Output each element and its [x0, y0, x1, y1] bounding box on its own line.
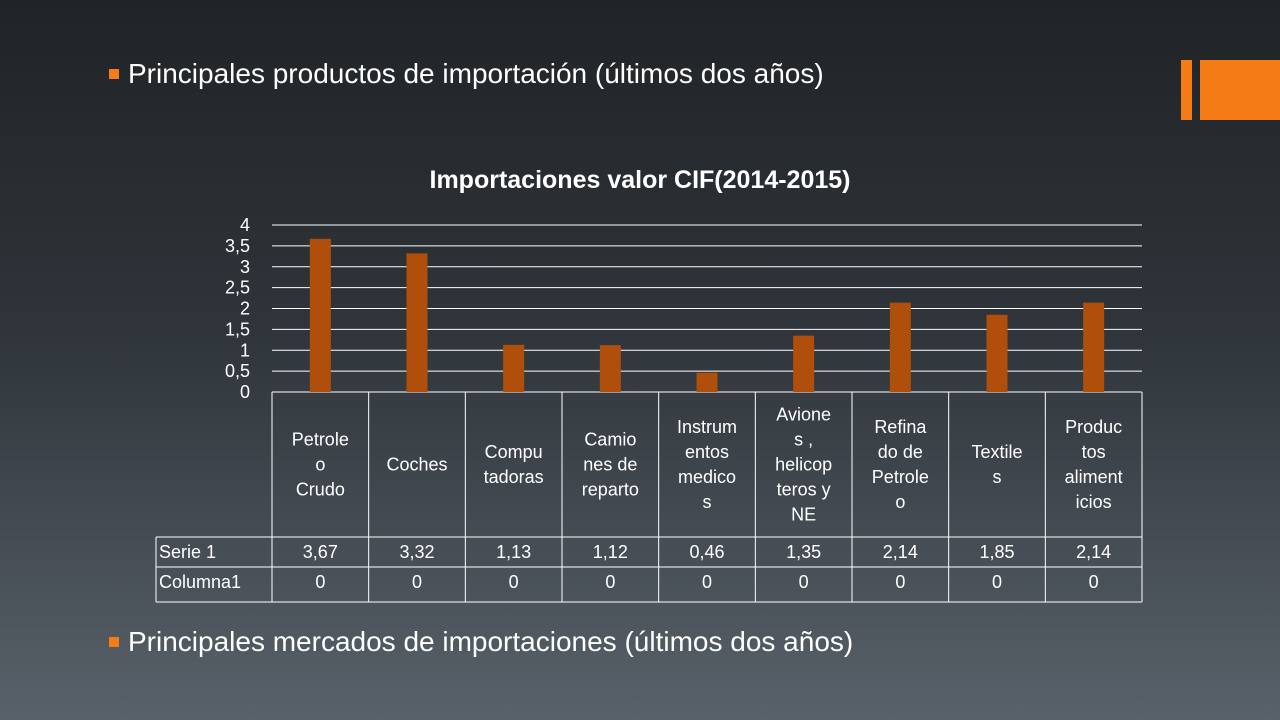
category-label: Refina do de Petrole o [872, 417, 929, 512]
chart-title: Importaciones valor CIF(2014-2015) [429, 166, 851, 194]
data-label: 0 [412, 572, 422, 592]
data-label: 0 [605, 572, 615, 592]
category-label: Compu tadoras [484, 442, 544, 487]
data-label: 0 [895, 572, 905, 592]
category-label: Camio nes de reparto [582, 430, 639, 500]
bullet-item: Principales productos de importación (úl… [109, 58, 824, 90]
y-tick-label: 4 [240, 215, 250, 235]
category-label: Instrum entos medico s [677, 417, 737, 512]
data-label: 0 [1089, 572, 1099, 592]
y-tick-label: 1 [240, 340, 250, 360]
bar [793, 335, 815, 392]
data-label: 0 [315, 572, 325, 592]
data-label: 0 [509, 572, 519, 592]
bar [986, 314, 1008, 392]
data-label: 1,35 [786, 542, 821, 562]
category-label: Coches [386, 455, 447, 475]
category-label: Petrole o Crudo [292, 430, 349, 500]
y-tick-label: 3 [240, 257, 250, 277]
bar [599, 345, 621, 392]
y-tick-label: 1,5 [225, 319, 250, 339]
bar [889, 302, 911, 392]
bullet-text: Principales mercados de importaciones (ú… [128, 626, 854, 657]
data-label: 1,85 [979, 542, 1014, 562]
series-name: Columna1 [159, 572, 241, 592]
square-bullet-icon [109, 637, 119, 647]
category-label: Avione s , helicop teros y NE [775, 405, 832, 525]
data-label: 2,14 [1076, 542, 1111, 562]
data-label: 0,46 [689, 542, 724, 562]
category-label: Produc tos aliment icios [1065, 417, 1123, 512]
data-label: 0 [702, 572, 712, 592]
data-label: 3,67 [303, 542, 338, 562]
bar [696, 372, 718, 392]
y-tick-label: 3,5 [225, 236, 250, 256]
category-label: Textile s [971, 442, 1022, 487]
data-label: 0 [799, 572, 809, 592]
series-name: Serie 1 [159, 542, 216, 562]
data-label: 0 [992, 572, 1002, 592]
data-label: 1,13 [496, 542, 531, 562]
bullet-item: Principales mercados de importaciones (ú… [109, 626, 853, 658]
data-label: 1,12 [593, 542, 628, 562]
bar [503, 344, 525, 392]
bullet-text: Principales productos de importación (úl… [128, 58, 824, 89]
y-tick-label: 2 [240, 299, 250, 319]
square-bullet-icon [109, 69, 119, 79]
accent-bar-block [1200, 60, 1280, 120]
bar [309, 238, 331, 392]
bar [1083, 302, 1105, 392]
data-label: 2,14 [883, 542, 918, 562]
y-tick-label: 2,5 [225, 278, 250, 298]
y-tick-label: 0 [240, 382, 250, 402]
y-tick-label: 0,5 [225, 361, 250, 381]
accent-bar-thin [1181, 60, 1192, 120]
bar [406, 253, 428, 392]
data-label: 3,32 [399, 542, 434, 562]
